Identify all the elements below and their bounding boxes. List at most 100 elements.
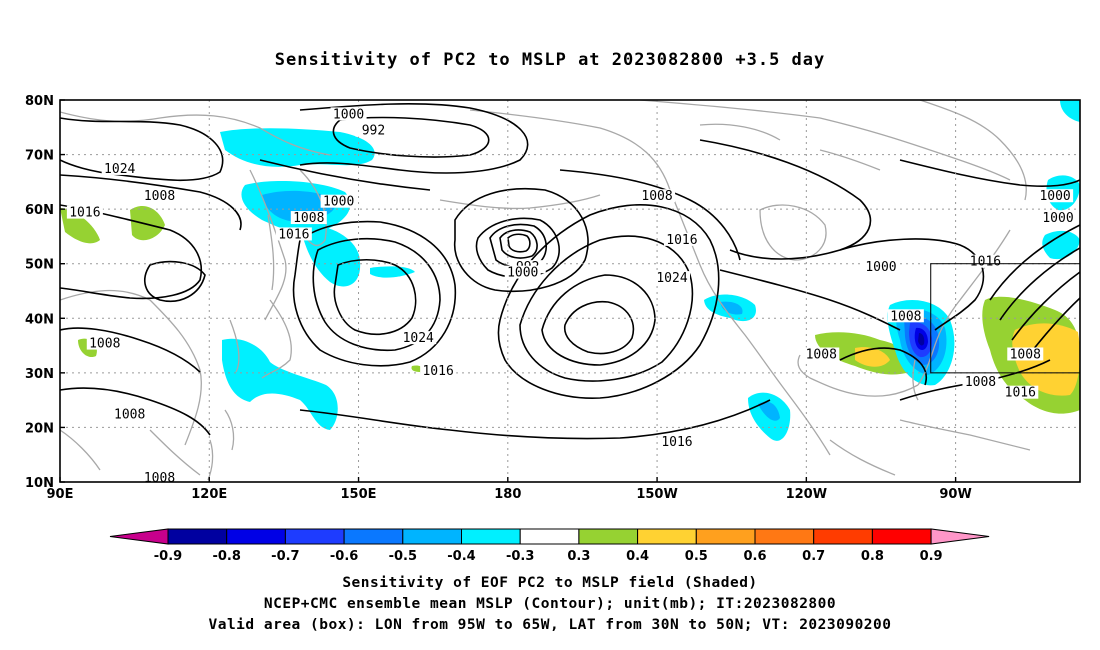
contour-ne-pac-hi-1024	[541, 274, 656, 366]
colorbar-label-4: -0.5	[389, 549, 417, 564]
lon-label-2: 150E	[341, 487, 377, 502]
contour-w-1008b	[60, 387, 211, 436]
colorbar: -0.9 -0.8 -0.7 -0.6 -0.5 -0.4 -0.3 0.3 0.4 0.5 0.6…	[109, 528, 990, 564]
contour-label-10: 1008	[639, 189, 676, 204]
coast-aleutians	[439, 194, 601, 210]
contour-w-1008a	[60, 327, 201, 373]
contour-pac-hi-1024	[333, 258, 417, 336]
contour-atl-tight3	[1011, 271, 1080, 341]
svg-text:1016: 1016	[69, 206, 100, 221]
shade-mexico-inner	[758, 401, 780, 421]
contour-label-12: 1024	[654, 271, 690, 286]
svg-text:1000: 1000	[1042, 211, 1073, 226]
svg-text:1008: 1008	[144, 189, 175, 204]
contour-pac-hi-1016	[292, 220, 457, 367]
contour-na-1000	[699, 139, 872, 260]
contour-low-outer	[453, 187, 589, 293]
contour-atl-tight1	[989, 224, 1080, 301]
coast-okhotsk	[249, 169, 287, 321]
svg-text:1000: 1000	[507, 266, 538, 281]
lon-label-5: 120W	[786, 487, 827, 502]
svg-text:1000: 1000	[1039, 189, 1070, 204]
contour-low-c3	[499, 229, 538, 259]
svg-text:1000: 1000	[323, 195, 354, 210]
contour-ne-pac-hi-1020	[519, 235, 694, 382]
contour-nw-pac-1008	[259, 159, 431, 191]
svg-text:1016: 1016	[661, 435, 692, 450]
contour-1016-south	[299, 399, 771, 440]
svg-text:1008: 1008	[89, 337, 120, 352]
contour-nw-pac-992	[332, 116, 490, 158]
shade-atl-yellow	[1012, 323, 1080, 396]
contour-label-22: 1016	[967, 254, 1004, 270]
lat-label-5: 60N	[25, 203, 54, 218]
contour-asia-inner	[144, 260, 206, 302]
contour-ne-pac-1008	[559, 169, 741, 261]
contour-low-c4	[507, 233, 531, 253]
coast-greenland	[919, 100, 1027, 201]
contour-label-23: 1008	[1007, 347, 1044, 362]
svg-text:1024: 1024	[403, 331, 434, 346]
svg-text:1008: 1008	[890, 309, 921, 324]
coast-florida	[912, 359, 919, 401]
map-title: Sensitivity of PC2 to MSLP at 2023082800…	[274, 50, 826, 70]
contour-label-18: 1008	[141, 471, 178, 486]
svg-text:1000: 1000	[333, 107, 364, 122]
lat-label-7: 80N	[25, 94, 54, 109]
colorbar-label-9: 0.5	[685, 549, 708, 564]
shade-east-l5	[918, 333, 925, 346]
coast-philippines	[224, 409, 235, 451]
lon-label-4: 150W	[636, 487, 677, 502]
coast-centralamerica	[829, 439, 896, 476]
shade-atl-cyan-top	[1060, 100, 1080, 122]
svg-text:1016: 1016	[278, 227, 309, 242]
svg-text:992: 992	[362, 124, 385, 139]
contour-label-25: 1008	[962, 374, 999, 390]
caption-line-2: NCEP+CMC ensemble mean MSLP (Contour); u…	[263, 596, 837, 612]
colorbar-label-2: -0.7	[271, 549, 299, 564]
contour-label-15: 1008	[86, 336, 123, 352]
caption-line-3: Valid area (box): LON from 95W to 65W, L…	[208, 617, 892, 633]
colorbar-high-arrow	[930, 528, 990, 545]
caption-line-1: Sensitivity of EOF PC2 to MSLP field (Sh…	[342, 575, 758, 591]
colorbar-label-13: 0.9	[920, 549, 943, 564]
shade-wpac	[222, 338, 338, 430]
contour-labels: 1000992102410081016100010081016992100010…	[66, 107, 1076, 486]
contour-nw-pac-1000	[299, 103, 529, 174]
svg-text:1016: 1016	[422, 364, 453, 379]
contour-label-0: 1000	[330, 107, 367, 122]
colorbar-swatch-12	[871, 528, 932, 545]
shade-gulf-yellow	[855, 347, 890, 367]
svg-text:1000: 1000	[865, 260, 896, 275]
colorbar-label-8: 0.4	[626, 549, 649, 564]
contour-label-26: 1000	[1037, 189, 1074, 204]
coast-korea	[229, 319, 240, 373]
contour-atl-1000	[899, 159, 1080, 187]
lat-label-4: 50N	[25, 258, 54, 273]
coast-arctic-islands	[699, 123, 881, 171]
mslp-contours	[60, 103, 1080, 440]
svg-text:1008: 1008	[114, 408, 145, 423]
coastlines	[60, 100, 1031, 481]
colorbar-low-arrow	[109, 528, 169, 545]
lon-label-1: 120E	[191, 487, 227, 502]
svg-text:1008: 1008	[641, 189, 672, 204]
svg-text:1024: 1024	[656, 271, 687, 286]
contour-label-24: 1016	[1002, 385, 1039, 401]
colorbar-swatch-5	[461, 528, 521, 545]
svg-text:1016: 1016	[666, 233, 697, 248]
axes: 90E 120E 150E 180 150W 120W 90W 10N 20N 30N 40N 50N…	[25, 94, 972, 502]
lat-label-3: 40N	[25, 312, 54, 327]
coast-india	[60, 429, 101, 471]
colorbar-label-1: -0.8	[212, 549, 240, 564]
colorbar-label-3: -0.6	[330, 549, 358, 564]
coast-sakhalin	[267, 214, 275, 291]
contour-label-9: 1000	[504, 265, 541, 281]
contour-label-4: 1016	[66, 205, 103, 221]
contour-label-14: 1016	[420, 363, 457, 379]
svg-text:1024: 1024	[104, 162, 135, 177]
colorbar-label-5: -0.4	[447, 549, 475, 564]
contour-label-1: 992	[355, 123, 392, 139]
colorbar-label-6: -0.3	[506, 549, 534, 564]
